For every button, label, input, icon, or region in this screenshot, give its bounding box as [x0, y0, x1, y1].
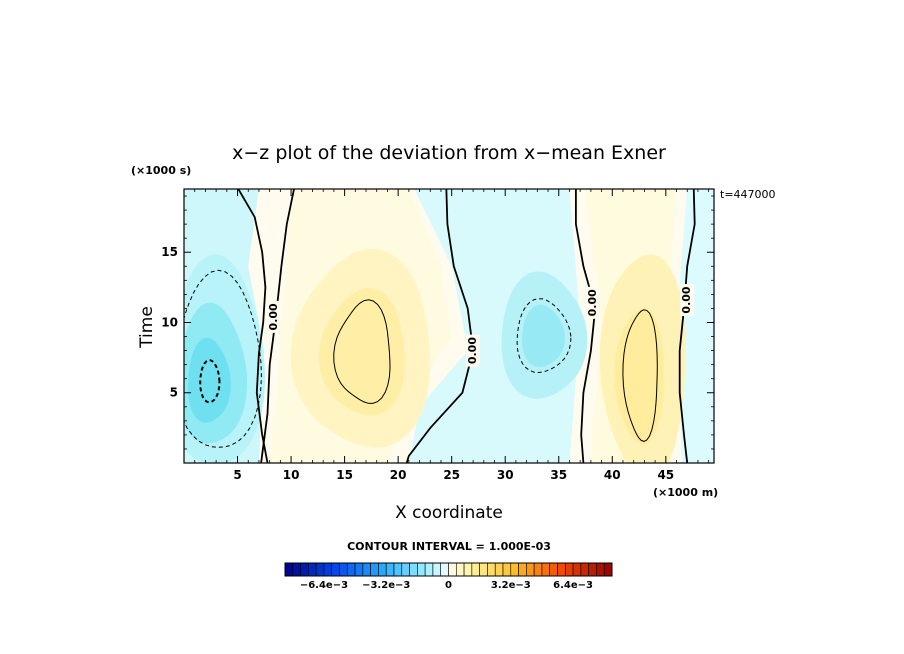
- colorbar-swatch: [479, 562, 488, 577]
- y-tick-label: 10: [161, 315, 178, 329]
- color-fill-layer: [184, 189, 714, 463]
- negative-band-right: [676, 189, 714, 463]
- colorbar-tick-label: 0: [445, 580, 452, 591]
- zero-contour-labels: 0.00 0.00 0.00 0.00: [266, 284, 695, 367]
- colorbar-swatch: [346, 562, 356, 577]
- colorbar-swatch: [588, 562, 597, 577]
- colorbar-swatch: [448, 562, 457, 577]
- colorbar-tick-label: −6.4e−3: [300, 580, 348, 591]
- zero-contour-4: [575, 189, 597, 463]
- x-tick-label: 45: [657, 468, 674, 482]
- x-axis-label: X coordinate: [395, 503, 503, 523]
- colorbar-swatch: [308, 562, 317, 577]
- colorbar-swatch: [455, 562, 465, 577]
- colorbar-swatch: [401, 562, 410, 577]
- y-tick-label: 15: [161, 245, 178, 259]
- colorbar-swatch: [487, 562, 496, 577]
- colorbar-swatch: [300, 562, 309, 577]
- zero-label-bg: [586, 286, 601, 319]
- colorbar-swatch: [603, 562, 613, 577]
- colorbar-swatch: [596, 562, 605, 577]
- plot-frame: [183, 188, 715, 464]
- x-tick-label: 25: [443, 468, 460, 482]
- y-unit-label: (×1000 s): [131, 164, 191, 177]
- colorbar-swatch: [572, 562, 582, 577]
- colorbar-swatch: [580, 562, 589, 577]
- colorbar-swatch: [284, 562, 294, 577]
- colorbar-swatch: [549, 562, 558, 577]
- negative-contour-center: [516, 298, 572, 374]
- colorbar-swatch: [502, 562, 512, 577]
- zero-contour-label: 0.00: [267, 303, 280, 330]
- colorbar-swatch: [292, 562, 301, 577]
- negative-cell-left-core: [187, 337, 231, 423]
- colorbar-swatch: [440, 562, 449, 577]
- zero-contour-label: 0.00: [680, 286, 693, 313]
- x-tick-label: 35: [550, 468, 567, 482]
- y-axis-ticks: 5 10 15: [161, 195, 714, 450]
- x-tick-label: 15: [336, 468, 353, 482]
- positive-contour-right: [622, 309, 658, 442]
- colorbar-swatch: [557, 562, 566, 577]
- chart-title: x−z plot of the deviation from x−mean Ex…: [232, 142, 666, 164]
- colorbar-tick-label: 6.4e−3: [553, 580, 593, 591]
- negative-cell-center-core: [522, 304, 565, 367]
- colorbar-swatch: [518, 562, 527, 577]
- positive-contour-left: [333, 299, 391, 404]
- colorbar-swatch: [424, 562, 434, 577]
- colorbar-tick-labels: −6.4e−3 −3.2e−3 0 3.2e−3 6.4e−3: [300, 580, 593, 591]
- contour-interval-label: CONTOUR INTERVAL = 1.000E-03: [347, 540, 551, 553]
- colorbar-swatch: [385, 562, 395, 577]
- colorbar-swatch: [471, 562, 480, 577]
- colorbar-swatch: [362, 562, 371, 577]
- colorbar-swatch: [393, 562, 403, 577]
- zero-contour-label: 0.00: [586, 289, 599, 316]
- x-axis-ticks: 5 10 15 20 25 30 35 40 45: [194, 189, 710, 482]
- colorbar-tick-label: 3.2e−3: [491, 580, 531, 591]
- colorbar-swatch: [315, 562, 325, 577]
- zero-contour-1: [237, 189, 269, 463]
- x-tick-label: 10: [283, 468, 300, 482]
- zero-contour-5: [678, 189, 696, 463]
- zero-label-bg: [680, 284, 695, 317]
- positive-cell-left-core: [318, 287, 405, 416]
- y-axis-label: Time: [137, 306, 157, 349]
- x-tick-label: 40: [604, 468, 621, 482]
- positive-cell-right-core: [614, 308, 664, 445]
- colorbar: [284, 562, 613, 577]
- colorbar-swatch: [409, 562, 418, 577]
- colorbar-swatch: [533, 562, 543, 577]
- colorbar-swatch: [331, 562, 340, 577]
- negative-contour-left-inner: [199, 359, 221, 404]
- colorbar-swatch: [417, 562, 426, 577]
- colorbar-swatch: [432, 562, 442, 577]
- colorbar-swatch: [339, 562, 348, 577]
- y-tick-label: 5: [170, 386, 178, 400]
- colorbar-swatch: [494, 562, 504, 577]
- zero-contour-label: 0.00: [466, 337, 479, 364]
- colorbar-tick-label: −3.2e−3: [362, 580, 410, 591]
- x-unit-label: (×1000 m): [653, 486, 718, 499]
- colorbar-swatch: [370, 562, 379, 577]
- x-tick-label: 30: [497, 468, 514, 482]
- plot-area: 5 10 15 20 25 30 35 40 45 5 10 15 0.00 0.00 0.00 0.00: [161, 188, 715, 482]
- colorbar-swatch: [463, 562, 473, 577]
- colorbar-frame: [284, 562, 613, 577]
- colorbar-swatch: [564, 562, 574, 577]
- x-tick-label: 5: [233, 468, 241, 482]
- colorbar-swatch: [354, 562, 364, 577]
- colorbar-swatch: [541, 562, 551, 577]
- colorbar-swatch: [378, 562, 387, 577]
- colorbar-swatch: [526, 562, 535, 577]
- time-annotation: t=447000: [720, 188, 776, 201]
- x-tick-label: 20: [390, 468, 407, 482]
- zero-label-bg: [266, 300, 281, 333]
- colorbar-swatch: [323, 562, 333, 577]
- zero-label-bg: [466, 334, 481, 367]
- negative-contour-left-outer: [184, 269, 262, 448]
- colorbar-swatch: [510, 562, 519, 577]
